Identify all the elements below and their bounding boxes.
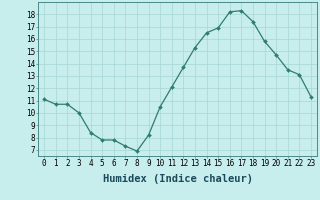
X-axis label: Humidex (Indice chaleur): Humidex (Indice chaleur) — [103, 174, 252, 184]
